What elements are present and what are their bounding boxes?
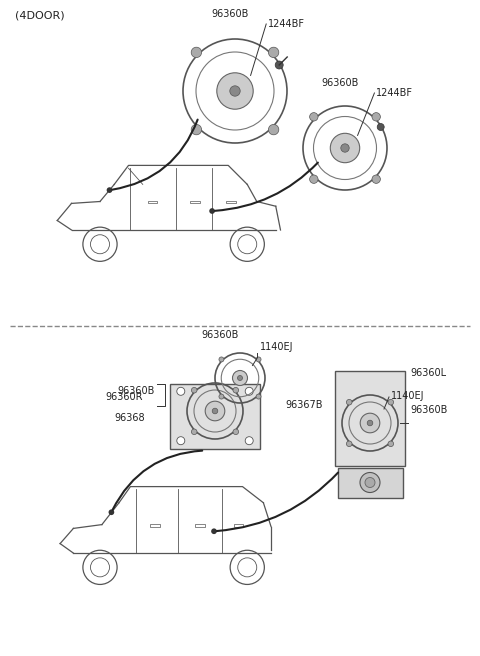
Circle shape [330, 133, 360, 163]
Bar [147, 201, 157, 203]
Bar [150, 523, 160, 527]
Circle shape [268, 47, 279, 58]
Circle shape [191, 125, 202, 135]
Circle shape [365, 478, 375, 487]
Bar [190, 201, 200, 203]
Circle shape [360, 472, 380, 493]
Circle shape [275, 61, 283, 69]
Circle shape [211, 528, 217, 534]
Bar [234, 523, 243, 527]
Circle shape [388, 441, 394, 447]
Circle shape [388, 400, 394, 405]
Circle shape [238, 375, 242, 380]
Circle shape [209, 208, 215, 214]
Text: 1244BF: 1244BF [376, 88, 413, 98]
Circle shape [310, 175, 318, 184]
Bar [337, 468, 403, 497]
Text: 1140EJ: 1140EJ [391, 391, 424, 401]
Circle shape [245, 387, 253, 396]
Circle shape [367, 420, 373, 426]
Circle shape [212, 408, 218, 414]
Circle shape [372, 175, 380, 184]
Circle shape [341, 144, 349, 152]
Bar [335, 371, 405, 466]
Circle shape [232, 371, 248, 386]
Circle shape [219, 357, 224, 362]
Bar [170, 384, 260, 449]
Circle shape [372, 113, 380, 121]
Circle shape [177, 387, 185, 396]
Circle shape [268, 125, 279, 135]
Circle shape [310, 113, 318, 121]
Bar [195, 523, 204, 527]
Circle shape [107, 187, 112, 193]
Circle shape [177, 437, 185, 445]
Text: 96368: 96368 [114, 413, 145, 423]
Text: 1140EJ: 1140EJ [260, 342, 293, 352]
Circle shape [192, 429, 197, 434]
Circle shape [347, 441, 352, 447]
Circle shape [205, 401, 225, 420]
Circle shape [233, 388, 239, 393]
Text: 96367B: 96367B [285, 400, 323, 410]
Text: 96360B: 96360B [410, 405, 447, 415]
Circle shape [230, 86, 240, 96]
Circle shape [256, 394, 261, 399]
Circle shape [217, 73, 253, 109]
Circle shape [219, 394, 224, 399]
Circle shape [377, 123, 384, 131]
Circle shape [360, 413, 380, 433]
Circle shape [347, 400, 352, 405]
Circle shape [108, 510, 114, 515]
Circle shape [233, 429, 239, 434]
Circle shape [245, 437, 253, 445]
Circle shape [256, 357, 261, 362]
Text: 96360B: 96360B [321, 78, 359, 88]
Text: 1244BF: 1244BF [268, 19, 305, 29]
Circle shape [192, 388, 197, 393]
Text: 96360B: 96360B [211, 9, 249, 19]
Text: 96360R: 96360R [105, 392, 143, 402]
Text: (4DOOR): (4DOOR) [15, 11, 65, 21]
Text: 96360B: 96360B [118, 386, 155, 396]
Bar [227, 201, 236, 203]
Text: 96360B: 96360B [201, 330, 239, 340]
Text: 96360L: 96360L [410, 367, 446, 377]
Circle shape [191, 47, 202, 58]
